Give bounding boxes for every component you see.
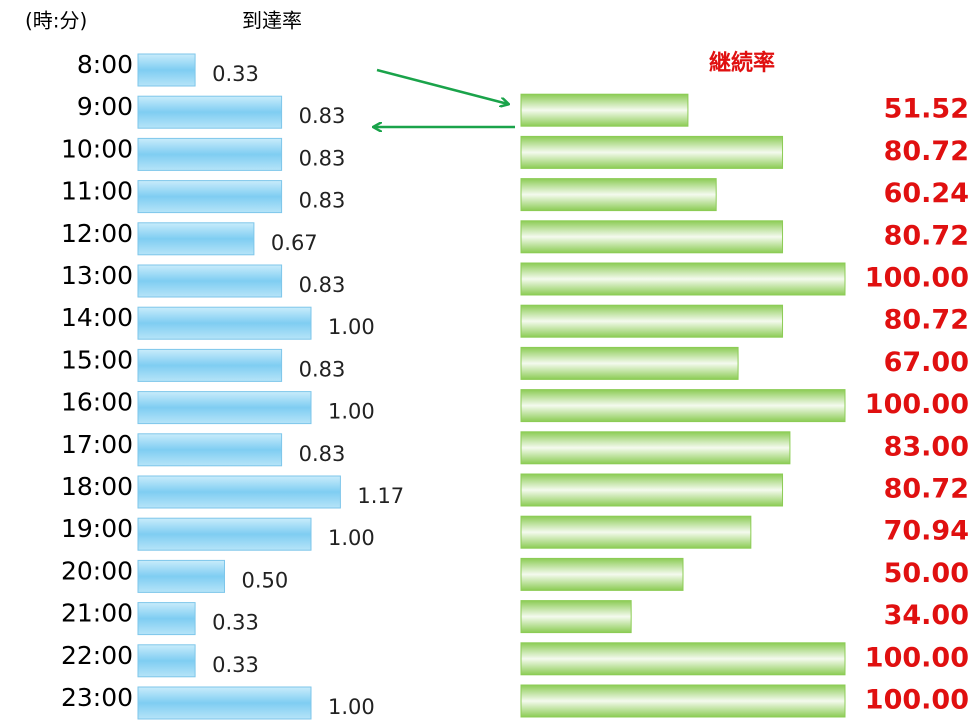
value-label: 0.83 — [299, 189, 346, 213]
bar — [520, 135, 784, 169]
bar — [137, 264, 283, 298]
bar — [137, 137, 283, 171]
bar — [137, 602, 196, 636]
value-label: 1.00 — [328, 400, 375, 424]
bar — [520, 304, 784, 338]
value-label: 0.83 — [299, 146, 346, 170]
arrow — [376, 68, 508, 104]
bar — [520, 262, 846, 296]
y-tick-label: 8:00 — [77, 50, 133, 79]
value-label: 100.00 — [865, 389, 969, 420]
bar — [520, 600, 632, 634]
value-label: 1.17 — [357, 484, 404, 508]
value-label: 100.00 — [865, 642, 969, 673]
y-tick-label: 9:00 — [77, 92, 133, 121]
bar — [137, 391, 312, 425]
value-label: 0.50 — [242, 568, 289, 592]
value-label: 0.33 — [212, 62, 259, 86]
value-label: 80.72 — [884, 474, 969, 505]
y-tick-label: 14:00 — [61, 303, 133, 332]
value-label: 100.00 — [865, 685, 969, 716]
y-tick-label: 12:00 — [61, 219, 133, 248]
bar — [520, 642, 846, 676]
bar — [137, 433, 283, 467]
value-label: 0.33 — [212, 653, 259, 677]
y-tick-label: 15:00 — [61, 345, 133, 374]
bar — [520, 220, 784, 254]
bar — [137, 222, 255, 256]
value-label: 80.72 — [884, 220, 969, 251]
value-label: 0.67 — [271, 231, 318, 255]
bar — [137, 686, 312, 720]
value-label: 1.00 — [328, 315, 375, 339]
value-label: 50.00 — [884, 558, 969, 589]
value-label: 51.52 — [884, 94, 969, 125]
bar — [137, 348, 283, 382]
bar — [520, 431, 791, 465]
value-label: 0.83 — [299, 442, 346, 466]
bar — [520, 557, 684, 591]
bar — [520, 346, 739, 380]
bar — [137, 475, 341, 509]
y-tick-label: 11:00 — [61, 177, 133, 206]
chart-title: 到達率 — [242, 9, 302, 33]
y-tick-label: 10:00 — [61, 134, 133, 163]
y-tick-label: 22:00 — [61, 641, 133, 670]
bar — [520, 684, 846, 718]
bar — [137, 306, 312, 340]
bar — [520, 389, 846, 423]
value-label: 70.94 — [884, 516, 969, 547]
chart-title: 継続率 — [709, 50, 775, 76]
bar — [137, 95, 283, 129]
unit-label: (時:分) — [25, 9, 87, 33]
bar — [137, 53, 196, 87]
value-label: 100.00 — [865, 263, 969, 294]
bar — [137, 180, 283, 214]
y-tick-label: 17:00 — [61, 430, 133, 459]
bar — [137, 517, 312, 551]
value-label: 1.00 — [328, 695, 375, 719]
value-label: 0.83 — [299, 357, 346, 381]
value-label: 0.33 — [212, 611, 259, 635]
value-label: 0.83 — [299, 104, 346, 128]
bar — [520, 178, 717, 212]
value-label: 34.00 — [884, 600, 969, 631]
y-tick-label: 16:00 — [61, 388, 133, 417]
y-tick-label: 13:00 — [61, 261, 133, 290]
bar — [520, 93, 689, 127]
value-label: 0.83 — [299, 273, 346, 297]
value-label: 60.24 — [884, 178, 969, 209]
value-label: 67.00 — [884, 347, 969, 378]
y-tick-label: 20:00 — [61, 556, 133, 585]
bar — [137, 559, 225, 593]
value-label: 83.00 — [884, 431, 969, 462]
value-label: 80.72 — [884, 136, 969, 167]
bar — [520, 473, 784, 507]
value-label: 80.72 — [884, 305, 969, 336]
bar — [137, 644, 196, 678]
y-tick-label: 21:00 — [61, 599, 133, 628]
value-label: 1.00 — [328, 526, 375, 550]
y-tick-label: 18:00 — [61, 472, 133, 501]
y-tick-label: 19:00 — [61, 514, 133, 543]
bar — [520, 515, 752, 549]
y-tick-label: 23:00 — [61, 683, 133, 712]
